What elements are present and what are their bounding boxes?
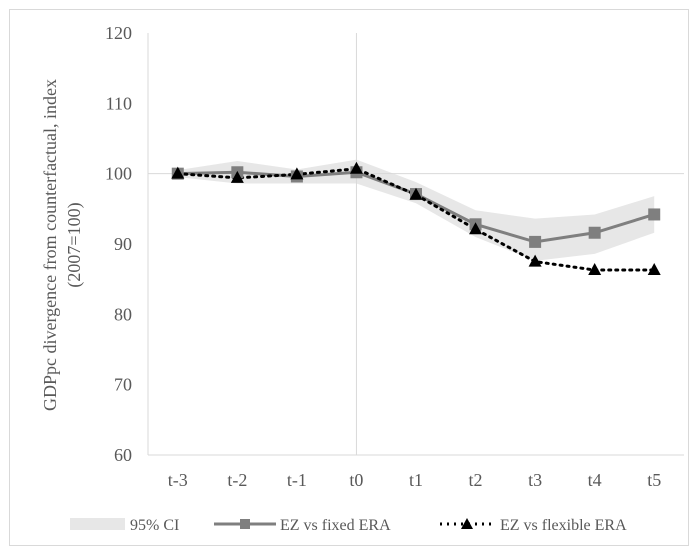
fixed-point: [648, 208, 661, 221]
x-tick-label: t5: [647, 470, 661, 490]
y-tick-label: 70: [114, 375, 132, 395]
flexible-point: [349, 161, 363, 174]
y-tick-labels: 60 70 80 90 100 110 120: [105, 23, 132, 465]
x-tick-label: t4: [588, 470, 602, 490]
x-tick-label: t0: [349, 470, 363, 490]
flexible-point: [588, 263, 602, 276]
y-axis-title-line1: GDPpc divergence from counterfactual, in…: [40, 79, 60, 411]
flexible-point: [409, 187, 423, 200]
x-tick-labels: t-3 t-2 t-1 t0 t1 t2 t3 t4 t5: [168, 470, 661, 490]
flexible-point: [528, 254, 542, 267]
legend-fixed-marker: [240, 519, 250, 529]
flexible-point: [647, 263, 661, 276]
y-tick-label: 90: [114, 234, 132, 254]
x-tick-label: t1: [409, 470, 423, 490]
flexible-point: [171, 166, 185, 179]
fixed-point: [529, 235, 542, 248]
x-tick-label: t3: [528, 470, 542, 490]
legend-ci-swatch: [70, 518, 125, 530]
x-tick-label: t-2: [227, 470, 247, 490]
x-tick-label: t-3: [168, 470, 188, 490]
legend-ci-label: 95% CI: [130, 517, 179, 534]
y-tick-label: 80: [114, 304, 132, 324]
legend: 95% CI EZ vs fixed ERA EZ vs flexible ER…: [70, 517, 627, 534]
chart-frame: [9, 9, 689, 546]
flexible-point: [469, 222, 483, 235]
ci-band: [177, 159, 655, 261]
flexible-point: [290, 167, 304, 180]
x-tick-label: t-1: [287, 470, 307, 490]
legend-fixed-label: EZ vs fixed ERA: [280, 517, 391, 534]
y-tick-label: 110: [106, 93, 132, 113]
y-axis-title-line2: (2007=100): [64, 202, 85, 287]
plot-area: [147, 33, 684, 456]
fixed-point: [588, 226, 601, 239]
flexible-point: [230, 170, 244, 183]
x-tick-label: t2: [469, 470, 483, 490]
y-tick-label: 60: [114, 445, 132, 465]
legend-flexible-label: EZ vs flexible ERA: [500, 517, 627, 534]
y-tick-label: 120: [105, 23, 132, 43]
legend-flexible-marker: [461, 518, 473, 529]
y-tick-label: 100: [105, 164, 132, 184]
